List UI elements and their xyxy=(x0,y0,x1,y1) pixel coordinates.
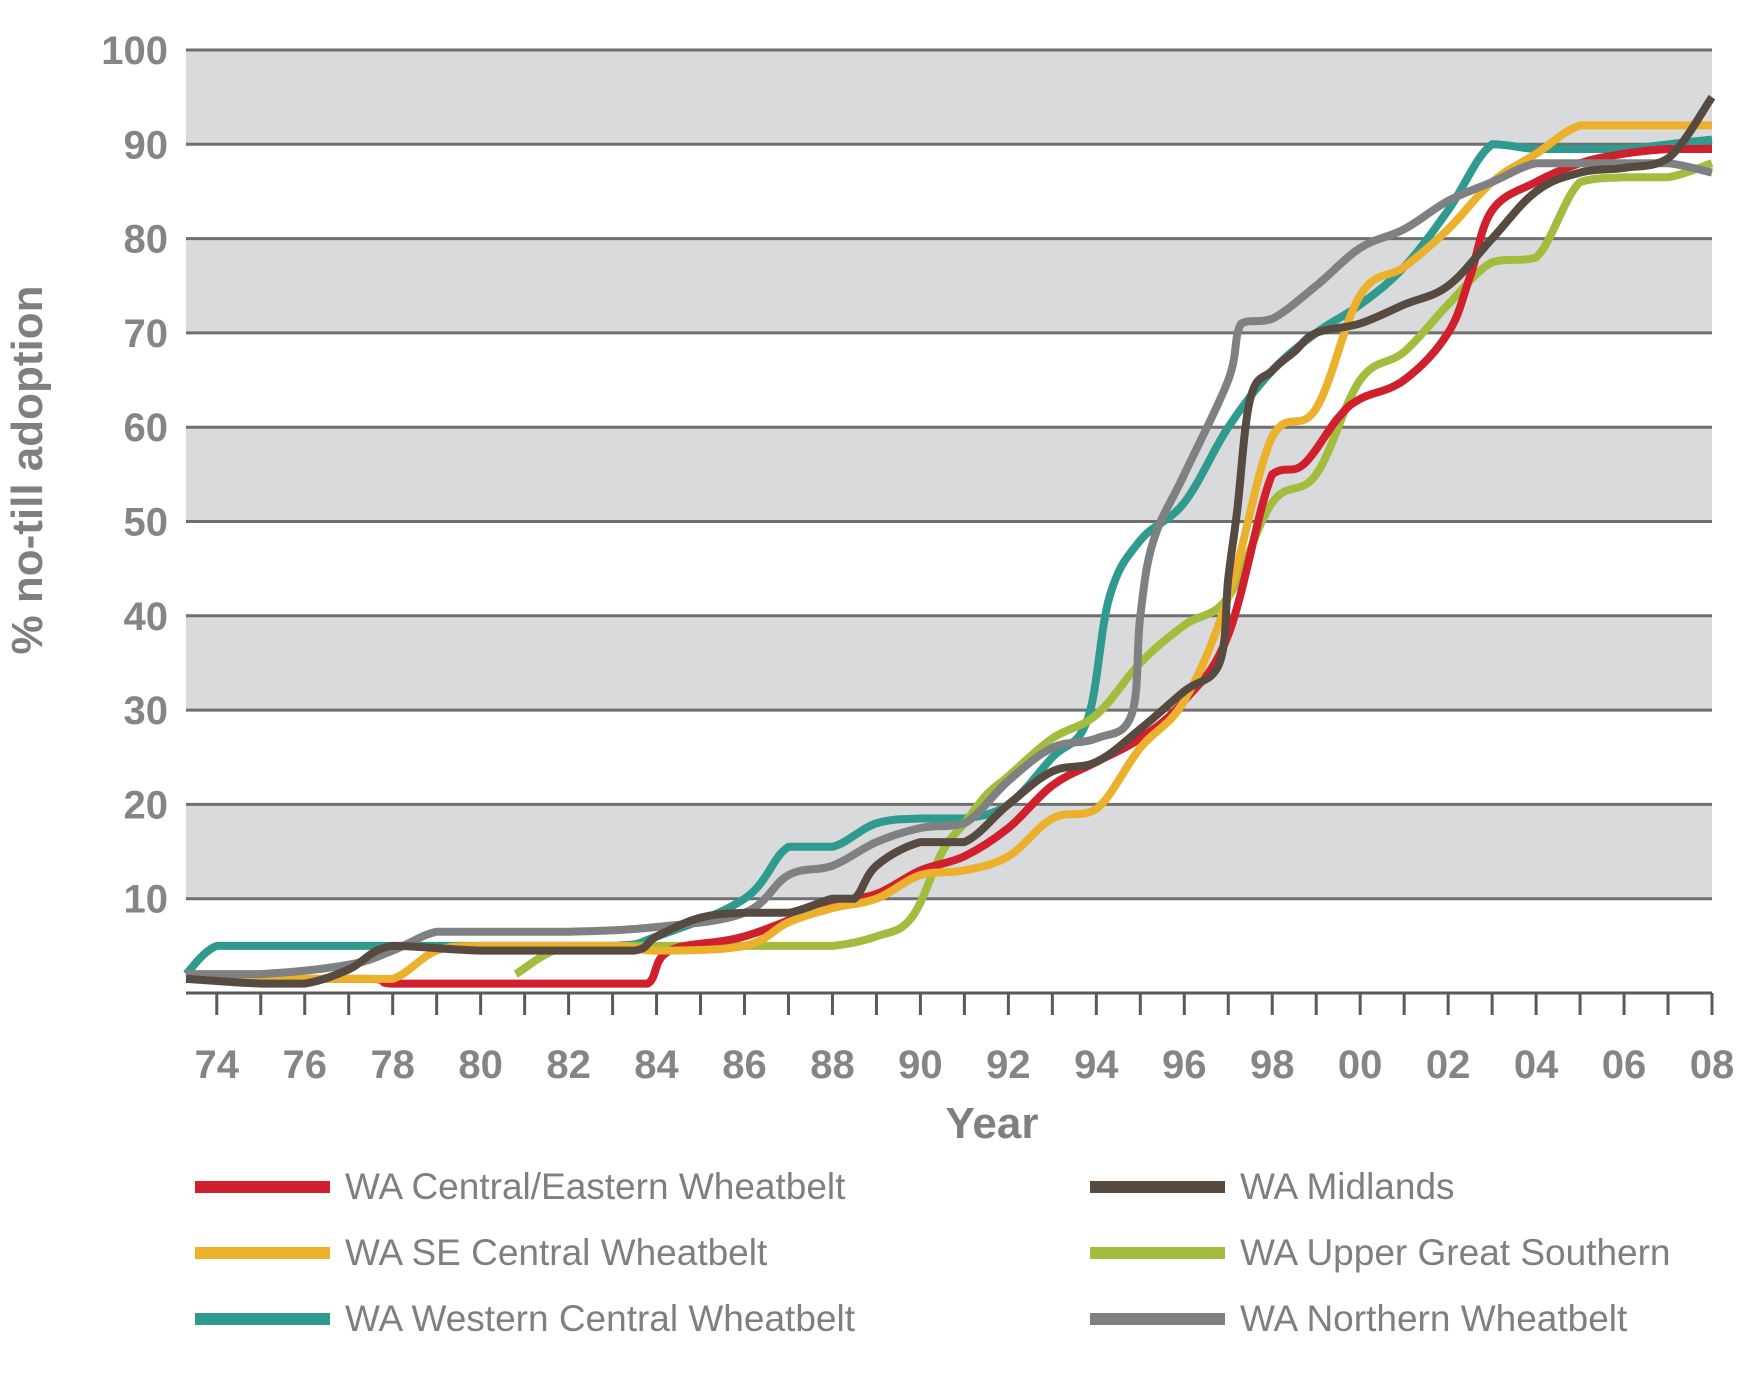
y-tick-label: 30 xyxy=(124,689,169,733)
series-line-wa-upper-great-southern xyxy=(513,159,1714,978)
series-line-wa-midlands xyxy=(185,94,1716,988)
x-tick-label: 92 xyxy=(986,1043,1031,1087)
x-tick-label: 06 xyxy=(1602,1043,1647,1087)
x-tick-label: 08 xyxy=(1690,1043,1735,1087)
x-tick-label: 86 xyxy=(722,1043,767,1087)
y-tick-label: 90 xyxy=(124,123,169,167)
y-tick-label: 20 xyxy=(124,783,169,827)
y-tick-label: 10 xyxy=(124,878,169,922)
x-tick-label: 94 xyxy=(1074,1043,1119,1087)
legend-item: WA SE Central Wheatbelt xyxy=(195,1232,768,1273)
x-axis xyxy=(186,991,1714,1015)
y-tick-label: 100 xyxy=(101,29,168,73)
legend-label: WA Western Central Wheatbelt xyxy=(345,1298,856,1339)
legend-item: WA Northern Wheatbelt xyxy=(1090,1298,1628,1339)
y-tick-label: 40 xyxy=(124,595,169,639)
legend-item: WA Midlands xyxy=(1090,1166,1455,1207)
y-tick-label: 80 xyxy=(124,218,169,262)
x-axis-tick-labels: 74 76 78 80 82 84 86 88 90 92 94 96 98 00 02 04 06 08 xyxy=(195,1043,1735,1087)
x-tick-label: 96 xyxy=(1162,1043,1207,1087)
y-tick-label: 70 xyxy=(124,312,169,356)
background-band xyxy=(186,50,1712,145)
legend-item: WA Central/Eastern Wheatbelt xyxy=(195,1166,846,1207)
x-tick-label: 74 xyxy=(195,1043,240,1087)
x-tick-label: 88 xyxy=(810,1043,855,1087)
x-tick-label: 84 xyxy=(634,1043,679,1087)
background-bands xyxy=(186,50,1712,899)
y-tick-label: 50 xyxy=(124,501,169,545)
x-tick-label: 80 xyxy=(458,1043,503,1087)
series-line-wa-northern-wheatbelt xyxy=(185,159,1713,979)
x-tick-label: 04 xyxy=(1514,1043,1559,1087)
legend-item: WA Upper Great Southern xyxy=(1090,1232,1671,1273)
x-tick-label: 98 xyxy=(1250,1043,1295,1087)
x-tick-label: 02 xyxy=(1426,1043,1471,1087)
x-tick-label: 00 xyxy=(1338,1043,1383,1087)
y-axis-tick-labels: 10 20 30 40 50 60 70 80 90 100 xyxy=(101,29,168,922)
legend-item: WA Western Central Wheatbelt xyxy=(195,1298,856,1339)
x-tick-label: 90 xyxy=(898,1043,943,1087)
x-tick-label: 76 xyxy=(282,1043,327,1087)
legend: WA Central/Eastern Wheatbelt WA SE Centra… xyxy=(195,1166,1671,1339)
legend-label: WA SE Central Wheatbelt xyxy=(345,1232,768,1273)
background-band xyxy=(186,615,1712,711)
x-tick-label: 82 xyxy=(546,1043,591,1087)
legend-label: WA Northern Wheatbelt xyxy=(1240,1298,1628,1339)
legend-label: WA Central/Eastern Wheatbelt xyxy=(345,1166,846,1207)
x-tick-label: 78 xyxy=(370,1043,415,1087)
series-lines xyxy=(183,94,1716,988)
y-axis-title: % no-till adoption xyxy=(3,285,52,654)
legend-label: WA Midlands xyxy=(1240,1166,1455,1207)
y-tick-label: 60 xyxy=(124,406,169,450)
x-axis-title: Year xyxy=(946,1099,1039,1148)
gridlines xyxy=(186,48,1712,901)
legend-label: WA Upper Great Southern xyxy=(1240,1232,1671,1273)
background-band xyxy=(186,427,1712,522)
series-line-wa-se-central-wheatbelt xyxy=(185,121,1712,983)
